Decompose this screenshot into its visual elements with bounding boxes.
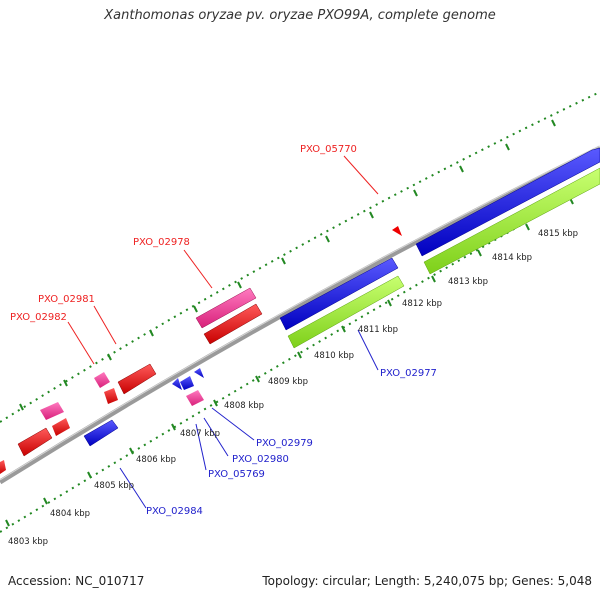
scale-label: 4814 kbp: [492, 253, 532, 263]
gene-label-bottom: PXO_05769: [208, 469, 265, 480]
scale-label: 4808 kbp: [224, 401, 264, 411]
forward-cds-features: [83, 147, 600, 447]
gene-labels-bottom: PXO_02977 PXO_02979 PXO_02980 PXO_05769 …: [146, 368, 437, 517]
gene-label-top: PXO_02982: [10, 312, 67, 323]
pink-gene-features: [40, 287, 257, 420]
feature-pxo-02978-red: [203, 303, 263, 345]
scale-label: 4810 kbp: [314, 351, 354, 361]
feature-pxo-05770-red: [392, 226, 402, 236]
gene-label-bottom: PXO_02984: [146, 506, 203, 517]
scale-label: 4805 kbp: [94, 481, 134, 491]
genome-summary-text: Topology: circular; Length: 5,240,075 bp…: [262, 574, 592, 588]
feature-pxo-02981-red: [117, 363, 157, 395]
outer-tick-track: [0, 91, 600, 423]
feature-pxo-05769-arrow: [172, 378, 182, 390]
gene-label-top: PXO_02981: [38, 294, 95, 305]
feature-red-left-2: [52, 418, 70, 436]
gene-label-bottom: PXO_02977: [380, 368, 437, 379]
feature-red-left-1: [17, 427, 53, 457]
scale-label: 4803 kbp: [8, 537, 48, 547]
gene-label-bottom: PXO_02979: [256, 438, 313, 449]
leader-lines: [67, 155, 379, 509]
scale-labels: 4803 kbp 4804 kbp 4805 kbp 4806 kbp 4807…: [8, 229, 578, 547]
feature-pxo-02982-red: [104, 388, 118, 404]
gene-label-bottom: PXO_02980: [232, 454, 289, 465]
genome-backbone: [0, 145, 600, 485]
feature-red-left-3: [0, 460, 6, 474]
reverse-cds-features: [287, 167, 600, 349]
inner-tick-track: [0, 179, 600, 533]
feature-green-arrow-2: [423, 167, 600, 275]
gene-labels-top: PXO_05770 PXO_02978 PXO_02981 PXO_02982: [10, 144, 357, 323]
feature-pxo-02977-arrow: [279, 257, 399, 331]
feature-pxo-02980-arrow: [180, 376, 194, 390]
feature-pxo-02978-pink: [195, 287, 257, 329]
scale-label: 4813 kbp: [448, 277, 488, 287]
scale-label: 4806 kbp: [136, 455, 176, 465]
feature-green-arrow-1: [287, 275, 405, 349]
feature-large-forward-arrow: [415, 147, 600, 257]
feature-pink-mid: [186, 390, 204, 406]
feature-pxo-02979-arrow: [194, 368, 204, 378]
scale-label: 4815 kbp: [538, 229, 578, 239]
scale-label: 4812 kbp: [402, 299, 442, 309]
feature-pink-left: [40, 402, 64, 420]
scale-label: 4811 kbp: [358, 325, 398, 335]
major-ticks: [5, 119, 574, 527]
gene-label-top: PXO_02978: [133, 237, 190, 248]
feature-pxo-02984-arrow: [83, 419, 119, 447]
scale-label: 4807 kbp: [180, 429, 220, 439]
gene-label-top: PXO_05770: [300, 144, 357, 155]
feature-pxo-02981-pink: [94, 372, 110, 388]
map-title: Xanthomonas oryzae pv. oryzae PXO99A, co…: [104, 8, 496, 23]
scale-label: 4804 kbp: [50, 509, 90, 519]
accession-text: Accession: NC_010717: [8, 574, 145, 588]
scale-label: 4809 kbp: [268, 377, 308, 387]
red-gene-features: [0, 226, 402, 474]
